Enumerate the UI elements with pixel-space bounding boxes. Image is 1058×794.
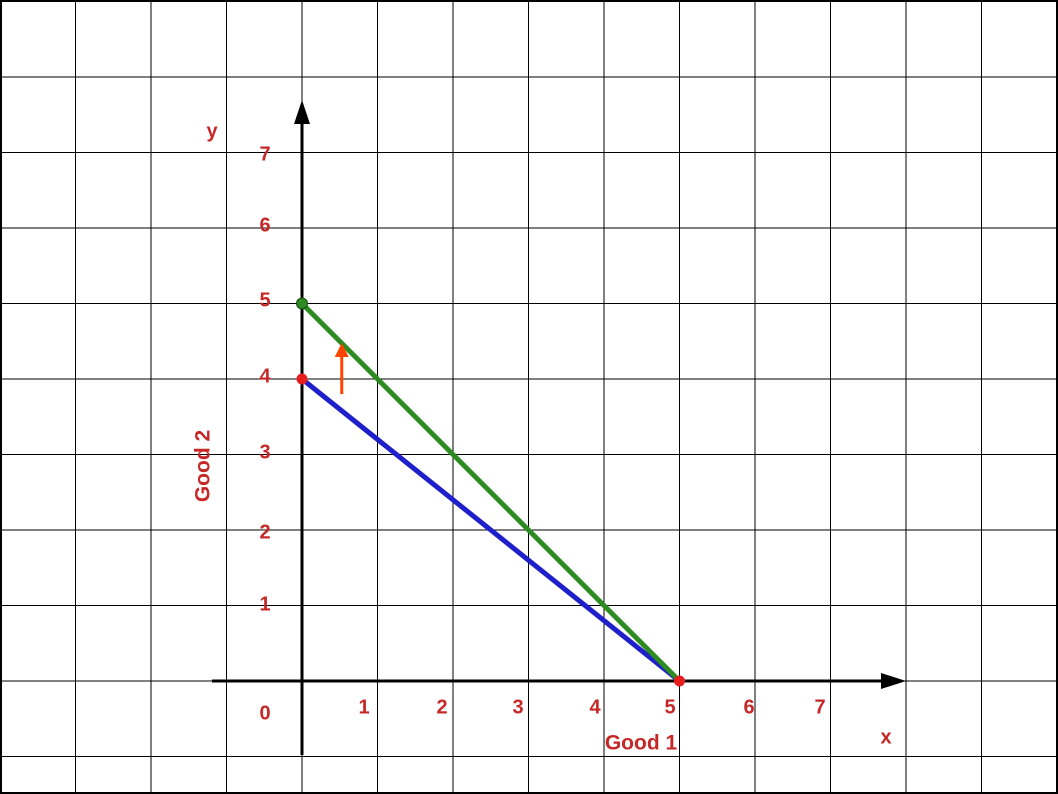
y-axis-title: Good 2 — [192, 430, 215, 502]
x-tick-label: 3 — [512, 696, 523, 718]
annotations-layer — [334, 343, 349, 395]
x-tick-label: 5 — [664, 696, 675, 718]
x-tick-label: 4 — [589, 696, 601, 718]
y-tick-label: 6 — [259, 214, 270, 236]
x-tick-label: 7 — [814, 696, 825, 718]
data-point — [674, 675, 685, 687]
shift-arrow-head — [334, 343, 349, 358]
series-line-2 — [299, 301, 682, 684]
series-line-1 — [299, 376, 682, 684]
x-tick-label: 1 — [358, 696, 369, 718]
x-axis-letter: x — [880, 726, 891, 748]
y-tick-label: 4 — [259, 365, 271, 387]
labels-layer: y x 0 Good 1 Good 2 1 2 3 4 5 6 7 1 2 3 4 5 6 7 — [192, 120, 892, 754]
data-point — [296, 297, 308, 310]
y-axis-letter: y — [206, 120, 218, 142]
points-layer — [296, 297, 685, 687]
y-tick-label: 2 — [259, 521, 270, 543]
y-tick-label: 3 — [259, 441, 270, 463]
data-point — [296, 373, 308, 385]
axes — [212, 100, 906, 755]
y-tick-label: 1 — [259, 593, 270, 615]
y-tick-label: 7 — [259, 143, 270, 165]
x-tick-label: 6 — [743, 696, 754, 718]
x-axis-arrowhead — [881, 673, 906, 689]
series-layer — [299, 301, 682, 684]
origin-label: 0 — [259, 702, 270, 724]
x-tick-label: 2 — [436, 696, 447, 718]
y-tick-label: 5 — [259, 289, 270, 311]
x-axis-title: Good 1 — [605, 732, 678, 755]
y-axis-arrowhead — [294, 100, 310, 124]
